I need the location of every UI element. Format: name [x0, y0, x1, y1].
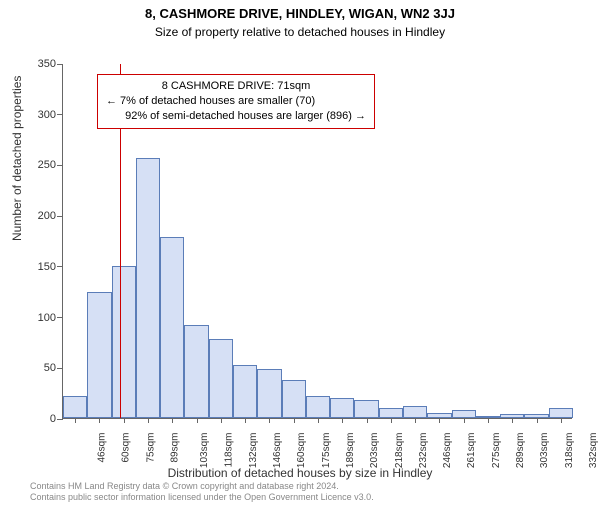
y-tick-label: 50 — [44, 362, 56, 374]
x-tick-label: 303sqm — [539, 433, 550, 469]
y-tick — [57, 266, 63, 267]
y-tick-label: 350 — [38, 58, 56, 70]
y-tick — [57, 216, 63, 217]
x-tick-label: 189sqm — [345, 433, 356, 469]
x-tick — [124, 418, 125, 423]
x-tick-label: 160sqm — [297, 433, 308, 469]
y-tick — [57, 114, 63, 115]
annotation-line: 8 CASHMORE DRIVE: 71sqm — [106, 79, 366, 94]
x-tick-label: 261sqm — [467, 433, 478, 469]
x-tick-label: 232sqm — [418, 433, 429, 469]
x-tick — [561, 418, 562, 423]
bar — [330, 398, 354, 418]
x-tick — [269, 418, 270, 423]
x-axis-label: Distribution of detached houses by size … — [0, 466, 600, 480]
x-tick — [294, 418, 295, 423]
title-subtitle: Size of property relative to detached ho… — [0, 25, 600, 39]
bar — [112, 266, 136, 418]
plot-region: 05010015020025030035046sqm60sqm75sqm89sq… — [62, 64, 572, 419]
annotation-line: 92% of semi-detached houses are larger (… — [106, 109, 366, 124]
x-tick-label: 332sqm — [588, 433, 599, 469]
bar — [63, 396, 87, 418]
y-tick — [57, 64, 63, 65]
bar — [379, 408, 403, 418]
x-tick — [391, 418, 392, 423]
title-address: 8, CASHMORE DRIVE, HINDLEY, WIGAN, WN2 3… — [0, 6, 600, 21]
y-tick-label: 200 — [38, 210, 56, 222]
x-tick — [245, 418, 246, 423]
x-tick-label: 60sqm — [121, 433, 132, 463]
bar — [452, 410, 476, 418]
footer-line-2: Contains public sector information licen… — [30, 492, 374, 504]
x-tick-label: 89sqm — [170, 433, 181, 463]
footer-line-1: Contains HM Land Registry data © Crown c… — [30, 481, 374, 493]
bar — [136, 158, 160, 418]
y-tick-label: 250 — [38, 159, 56, 171]
y-tick-label: 0 — [50, 413, 56, 425]
bar — [306, 396, 330, 418]
x-tick — [439, 418, 440, 423]
x-tick — [148, 418, 149, 423]
x-tick — [537, 418, 538, 423]
x-tick — [464, 418, 465, 423]
x-tick-label: 132sqm — [248, 433, 259, 469]
x-tick-label: 146sqm — [272, 433, 283, 469]
footer-attribution: Contains HM Land Registry data © Crown c… — [30, 481, 374, 504]
x-tick-label: 118sqm — [223, 433, 234, 468]
x-tick-label: 103sqm — [199, 433, 210, 469]
x-tick — [415, 418, 416, 423]
bar — [549, 408, 573, 418]
x-tick-label: 218sqm — [394, 433, 405, 469]
x-tick — [75, 418, 76, 423]
x-tick — [512, 418, 513, 423]
bar — [257, 369, 281, 418]
y-tick-label: 100 — [38, 312, 56, 324]
bar — [87, 292, 111, 418]
x-tick — [197, 418, 198, 423]
x-tick-label: 318sqm — [564, 433, 575, 469]
y-tick-label: 300 — [38, 109, 56, 121]
chart-area: 05010015020025030035046sqm60sqm75sqm89sq… — [62, 64, 572, 419]
x-tick-label: 275sqm — [491, 433, 502, 469]
bar — [282, 380, 306, 418]
x-tick-label: 246sqm — [442, 433, 453, 469]
y-axis-label: Number of detached properties — [10, 76, 24, 241]
x-tick — [318, 418, 319, 423]
x-tick-label: 175sqm — [321, 433, 332, 469]
x-tick-label: 75sqm — [145, 433, 156, 463]
x-tick — [172, 418, 173, 423]
x-tick — [367, 418, 368, 423]
x-tick — [221, 418, 222, 423]
bar — [354, 400, 378, 418]
annotation-line: ← 7% of detached houses are smaller (70) — [106, 94, 366, 109]
x-tick-label: 46sqm — [97, 433, 108, 463]
annotation-box: 8 CASHMORE DRIVE: 71sqm← 7% of detached … — [97, 74, 375, 129]
bar — [160, 237, 184, 418]
y-tick — [57, 368, 63, 369]
x-tick — [488, 418, 489, 423]
y-tick — [57, 165, 63, 166]
x-tick — [99, 418, 100, 423]
y-tick — [57, 317, 63, 318]
x-tick-label: 289sqm — [515, 433, 526, 469]
y-tick — [57, 419, 63, 420]
y-tick-label: 150 — [38, 261, 56, 273]
bar — [403, 406, 427, 418]
bar — [209, 339, 233, 418]
x-tick-label: 203sqm — [369, 433, 380, 469]
x-tick — [342, 418, 343, 423]
bar — [233, 365, 257, 418]
bar — [184, 325, 208, 418]
